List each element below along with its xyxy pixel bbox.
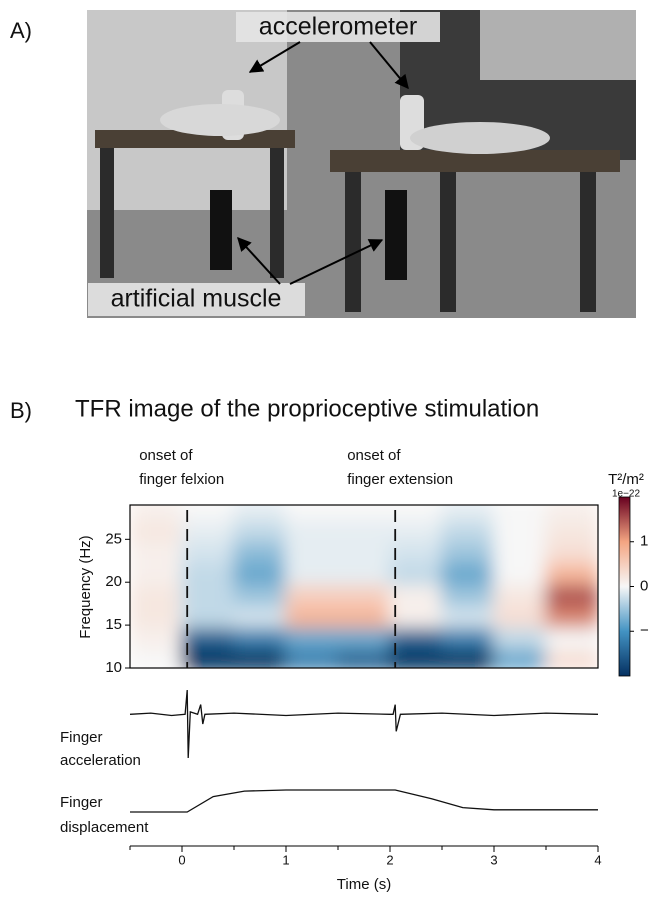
y-axis-label: Frequency (Hz) xyxy=(77,535,94,638)
heatmap-cell xyxy=(233,626,287,649)
heatmap-cell xyxy=(545,519,599,542)
heatmap xyxy=(129,498,599,672)
heatmap-cell xyxy=(181,540,235,563)
trace-line xyxy=(130,790,598,812)
heatmap-cell xyxy=(129,583,183,606)
trace-line xyxy=(130,690,598,758)
heatmap-cell xyxy=(233,605,287,628)
heatmap-cell xyxy=(441,519,495,542)
event-label: onset of xyxy=(347,447,401,464)
heatmap-cell xyxy=(493,519,547,542)
heatmap-cell xyxy=(285,626,339,649)
panel-label: A) xyxy=(10,18,32,43)
heatmap-cell xyxy=(389,498,443,521)
y-tick-label: 25 xyxy=(105,530,122,547)
heatmap-cell xyxy=(389,562,443,585)
heatmap-cell xyxy=(129,519,183,542)
heatmap-cell xyxy=(285,583,339,606)
heatmap-cell xyxy=(337,605,391,628)
x-tick-label: 1 xyxy=(282,852,289,867)
heatmap-cell xyxy=(285,605,339,628)
heatmap-cell xyxy=(493,498,547,521)
heatmap-cell xyxy=(181,583,235,606)
heatmap-cell xyxy=(285,498,339,521)
trace-label: Finger xyxy=(60,794,103,811)
heatmap-cell xyxy=(337,519,391,542)
colorbar xyxy=(619,497,630,676)
x-tick-label: 0 xyxy=(178,852,185,867)
y-tick-label: 20 xyxy=(105,573,122,590)
colorbar-tick-label: 1 xyxy=(640,533,648,550)
heatmap-cell xyxy=(441,562,495,585)
heatmap-cell xyxy=(129,540,183,563)
chart-title: TFR image of the proprioceptive stimulat… xyxy=(75,395,539,422)
colorbar-tick-label: − xyxy=(640,622,649,639)
heatmap-cell xyxy=(545,605,599,628)
heatmap-cell xyxy=(389,626,443,649)
heatmap-cell xyxy=(545,540,599,563)
heatmap-cell xyxy=(441,583,495,606)
colorbar-label: T²/m² xyxy=(608,471,644,488)
heatmap-cell xyxy=(233,519,287,542)
x-axis-label: Time (s) xyxy=(337,876,391,893)
heatmap-cell xyxy=(545,498,599,521)
heatmap-cell xyxy=(545,562,599,585)
trace-label: acceleration xyxy=(60,752,141,769)
event-label: finger extension xyxy=(347,471,453,488)
trace-label: Finger xyxy=(60,729,103,746)
heatmap-cell xyxy=(233,498,287,521)
heatmap-cell xyxy=(285,540,339,563)
heatmap-cell xyxy=(337,626,391,649)
heatmap-cell xyxy=(389,605,443,628)
heatmap-cell xyxy=(181,562,235,585)
heatmap-cell xyxy=(441,626,495,649)
annotation: accelerometer xyxy=(259,13,417,41)
heatmap-cell xyxy=(129,605,183,628)
colorbar-tick-label: 0 xyxy=(640,577,648,594)
event-label: onset of xyxy=(139,447,193,464)
heatmap-cell xyxy=(181,498,235,521)
heatmap-cell xyxy=(337,583,391,606)
event-label: finger felxion xyxy=(139,471,224,488)
heatmap-cell xyxy=(233,540,287,563)
heatmap-cell xyxy=(233,562,287,585)
x-tick-label: 3 xyxy=(490,852,497,867)
heatmap-cell xyxy=(129,562,183,585)
heatmap-cell xyxy=(441,540,495,563)
heatmap-cell xyxy=(493,605,547,628)
photo xyxy=(87,10,636,318)
heatmap-cell xyxy=(233,583,287,606)
heatmap-cell xyxy=(389,519,443,542)
heatmap-cell xyxy=(441,498,495,521)
heatmap-cell xyxy=(493,562,547,585)
heatmap-cell xyxy=(389,540,443,563)
heatmap-cell xyxy=(545,626,599,649)
heatmap-cell xyxy=(337,498,391,521)
x-tick-label: 2 xyxy=(386,852,393,867)
heatmap-cell xyxy=(181,626,235,649)
heatmap-cell xyxy=(285,562,339,585)
heatmap-cell xyxy=(181,605,235,628)
heatmap-cell xyxy=(129,498,183,521)
heatmap-cell xyxy=(129,626,183,649)
heatmap-cell xyxy=(337,562,391,585)
heatmap-cell xyxy=(181,519,235,542)
figure: A) accelerometer artificial muscle B) TF… xyxy=(0,0,654,894)
heatmap-cell xyxy=(337,540,391,563)
heatmap-cell xyxy=(493,540,547,563)
annotation: artificial muscle xyxy=(111,285,282,313)
y-tick-label: 15 xyxy=(105,616,122,633)
x-tick-label: 4 xyxy=(594,852,601,867)
heatmap-cell xyxy=(493,583,547,606)
heatmap-cell xyxy=(493,626,547,649)
heatmap-cell xyxy=(285,519,339,542)
colorbar-scale: 1e−22 xyxy=(612,489,641,500)
y-tick-label: 10 xyxy=(105,659,122,676)
heatmap-cell xyxy=(389,583,443,606)
heatmap-cell xyxy=(545,583,599,606)
trace-label: displacement xyxy=(60,819,149,836)
heatmap-cell xyxy=(441,605,495,628)
panel-label: B) xyxy=(10,398,32,423)
